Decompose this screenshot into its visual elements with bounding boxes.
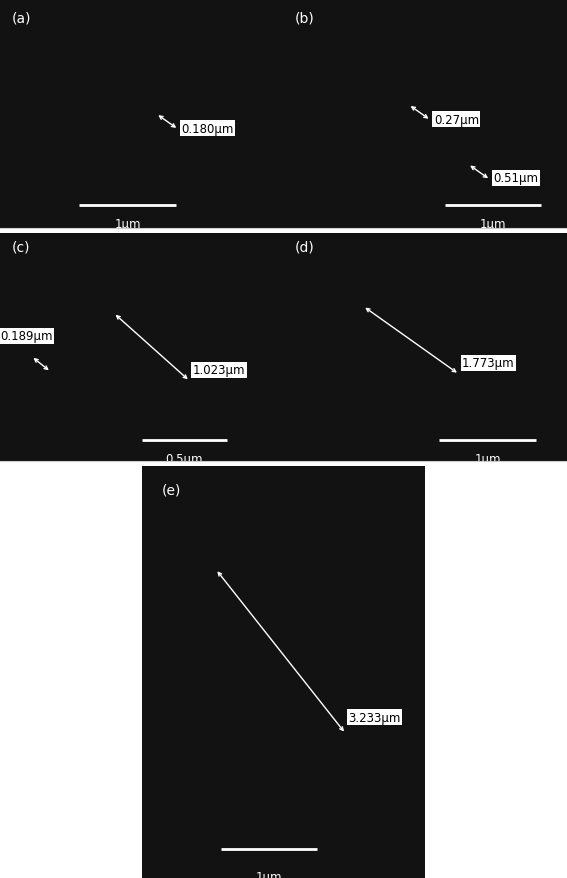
Text: 3.233μm: 3.233μm [349, 711, 401, 724]
Text: (b): (b) [295, 11, 315, 25]
Text: 1.023μm: 1.023μm [193, 363, 246, 377]
Text: (a): (a) [11, 11, 31, 25]
Text: (e): (e) [162, 483, 181, 497]
Text: 0.189μm: 0.189μm [0, 330, 53, 342]
Text: 1μm: 1μm [256, 870, 282, 878]
Text: 1.773μm: 1.773μm [462, 357, 515, 370]
Text: 0.5μm: 0.5μm [166, 452, 203, 465]
Text: 0.27μm: 0.27μm [434, 113, 479, 126]
Text: 1μm: 1μm [475, 452, 501, 465]
Text: 0.180μm: 0.180μm [181, 123, 234, 136]
Text: (c): (c) [11, 241, 30, 255]
Text: 0.51μm: 0.51μm [493, 172, 538, 185]
Text: 1μm: 1μm [480, 217, 506, 230]
Text: 1μm: 1μm [115, 217, 141, 230]
Text: (d): (d) [295, 241, 315, 255]
